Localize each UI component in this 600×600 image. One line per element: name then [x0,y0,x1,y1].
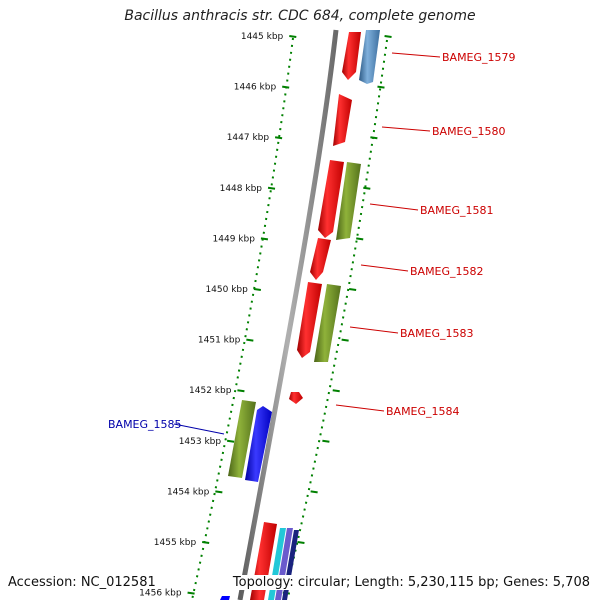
leader-line-bameg-1585 [173,423,225,435]
ruler-tick-label: 1448 kbp [220,184,263,194]
ruler-tick-label: 1447 kbp [227,133,270,143]
outer-tick [363,186,371,190]
map-title: Bacillus anthracis str. CDC 684, complet… [124,8,476,24]
gene-label-bameg-1579[interactable]: BAMEG_1579 [442,51,516,64]
gene-labels: BAMEG_1579 BAMEG_1580 BAMEG_1581 BAMEG_1… [108,51,516,435]
leader-line-bameg-1583 [349,326,399,334]
gene-bameg-1583[interactable] [297,282,322,358]
outer-tick [377,85,385,89]
ruler-tick [260,237,269,241]
ruler-tick-label: 1454 kbp [167,487,210,497]
ruler-tick [289,35,297,38]
gene-label-bameg-1584[interactable]: BAMEG_1584 [386,405,460,418]
leader-line-bameg-1580 [381,126,431,132]
gene-bameg-1579[interactable] [342,32,361,80]
ruler-tick-label: 1452 kbp [189,386,232,396]
ruler-tick-label: 1455 kbp [154,538,197,548]
gene-label-bameg-1583[interactable]: BAMEG_1583 [400,327,474,340]
outer-tick [341,338,349,342]
ruler-tick [237,389,245,393]
ruler-tick-label: 1445 kbp [241,32,284,42]
ruler-tick [274,136,283,140]
ruler-tick [226,439,235,443]
ruler-labels: 1445 kbp 1446 kbp 1447 kbp 1448 kbp 1449 kbp… [139,32,283,599]
outer-tick [332,389,340,393]
gene-label-bameg-1580[interactable]: BAMEG_1580 [432,125,506,138]
ruler-tick-label: 1456 kbp [139,589,182,599]
leader-line-bameg-1581 [369,203,419,211]
leader-line-bameg-1579 [391,52,441,58]
ruler-tick [282,85,290,89]
gene-bameg-1580[interactable] [333,94,352,146]
gene-bameg-1579-neighbor[interactable] [359,30,380,84]
gene-bameg-1583-olive[interactable] [314,284,341,362]
gene-features [220,30,380,600]
gene-bameg-1582[interactable] [310,238,331,280]
outer-tick [310,490,318,494]
outer-tick [297,541,305,544]
gene-label-bameg-1585[interactable]: BAMEG_1585 [108,418,182,431]
ruler-ticks [187,35,297,595]
outer-tick [322,439,330,443]
outer-tick [348,288,357,291]
accession-text: Accession: NC_012581 [8,575,156,590]
ruler-tick [253,288,262,291]
ruler-tick-label: 1450 kbp [205,285,248,295]
outer-tick [356,237,364,241]
ruler-tick [215,490,223,494]
gene-label-bameg-1581[interactable]: BAMEG_1581 [420,204,494,217]
inner-ruler-track [191,37,294,600]
ruler-tick [187,591,195,595]
outer-tick [384,35,392,38]
gene-bameg-1585[interactable] [245,406,272,482]
ruler-tick [246,338,254,342]
outer-tick [370,136,378,140]
gene-bameg-1584[interactable] [289,392,303,404]
genome-backbone [237,29,339,600]
gene-label-bameg-1582[interactable]: BAMEG_1582 [410,265,484,278]
outer-ruler-track [283,39,388,600]
ruler-tick [202,541,210,544]
genome-summary: Topology: circular; Length: 5,230,115 bp… [230,575,592,590]
gene-bameg-1581-olive[interactable] [336,162,361,240]
gene-bameg-1581[interactable] [318,160,344,238]
ruler-tick-label: 1446 kbp [234,83,277,93]
ruler-tick [267,186,276,190]
ruler-tick-label: 1449 kbp [213,234,256,244]
leader-line-bameg-1584 [335,404,385,412]
gene-bameg-1585-olive[interactable] [228,400,256,478]
ruler-tick-label: 1453 kbp [179,437,222,447]
gene-blue-edge[interactable] [220,596,230,600]
leader-line-bameg-1582 [360,264,409,272]
ruler-tick-label: 1451 kbp [198,336,241,346]
